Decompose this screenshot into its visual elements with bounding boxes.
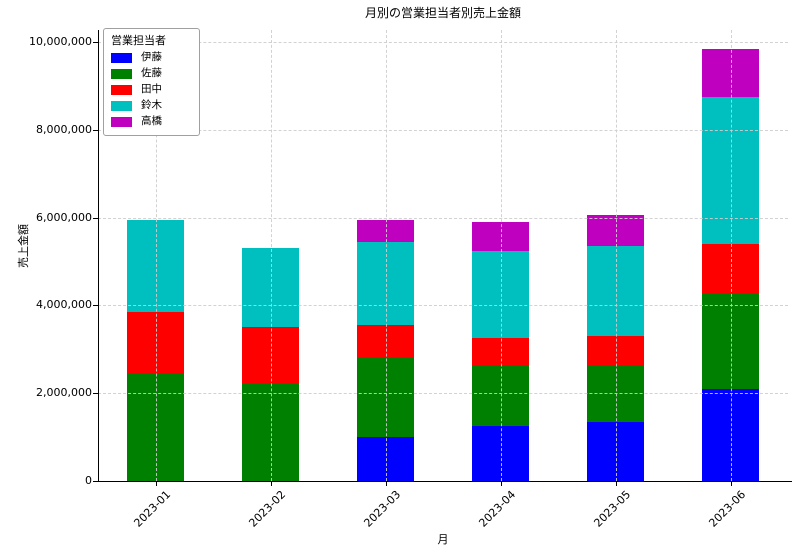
y-tick-mark [93,42,98,43]
legend-label: 鈴木 [141,99,162,111]
legend-item: 伊藤 [111,50,191,65]
gridline [155,30,157,481]
legend-swatch [111,52,132,63]
x-axis-spine [98,481,792,482]
gridline [730,30,732,481]
y-tick-label: 6,000,000 [36,210,92,224]
gridline [98,217,788,219]
x-axis-label: 月 [437,533,449,546]
legend-label: 伊藤 [141,51,162,63]
legend-item: 鈴木 [111,98,191,113]
legend-swatch [111,84,132,95]
x-tick-mark [615,482,617,486]
x-tick-mark [500,482,502,486]
x-tick-mark [270,482,272,486]
gridline [500,30,502,481]
legend-items: 伊藤佐藤田中鈴木高橋 [111,50,191,129]
x-tick-label: 2023-04 [475,488,518,530]
gridline [385,30,387,481]
legend-swatch [111,116,132,127]
gridline [98,305,788,307]
y-tick-label: 4,000,000 [36,298,92,312]
legend-swatch [111,100,132,111]
x-tick-mark [155,482,157,486]
gridline [98,393,788,395]
legend-label: 高橋 [141,115,162,127]
legend-swatch [111,68,132,79]
x-tick-label: 2023-02 [245,488,288,530]
y-tick-label: 10,000,000 [29,35,92,48]
legend-item: 高橋 [111,114,191,129]
legend-title: 営業担当者 [111,34,166,47]
chart-title: 月別の営業担当者別売上金額 [364,6,521,20]
y-tick-label: 8,000,000 [36,122,92,136]
y-tick-label: 0 [85,474,92,487]
y-tick-mark [93,129,98,131]
x-tick-mark [385,482,387,486]
legend-label: 田中 [141,83,162,95]
y-axis-spine [98,30,99,482]
x-tick-label: 2023-01 [130,488,173,530]
x-tick-label: 2023-03 [360,488,403,530]
y-tick-label: 2,000,000 [36,386,92,400]
legend-label: 佐藤 [141,67,162,79]
gridline [615,30,617,481]
y-axis-label: 売上金額 [17,224,30,268]
legend: 営業担当者 伊藤佐藤田中鈴木高橋 [103,28,200,136]
gridline [98,129,788,131]
y-tick-mark [93,481,98,482]
x-tick-label: 2023-06 [705,488,748,530]
legend-item: 田中 [111,82,191,97]
gridline [98,42,788,43]
y-tick-mark [93,393,98,395]
y-tick-mark [93,305,98,307]
legend-item: 佐藤 [111,66,191,81]
gridline [270,30,272,481]
x-tick-label: 2023-05 [590,488,633,530]
x-tick-mark [730,482,732,486]
y-tick-mark [93,217,98,219]
